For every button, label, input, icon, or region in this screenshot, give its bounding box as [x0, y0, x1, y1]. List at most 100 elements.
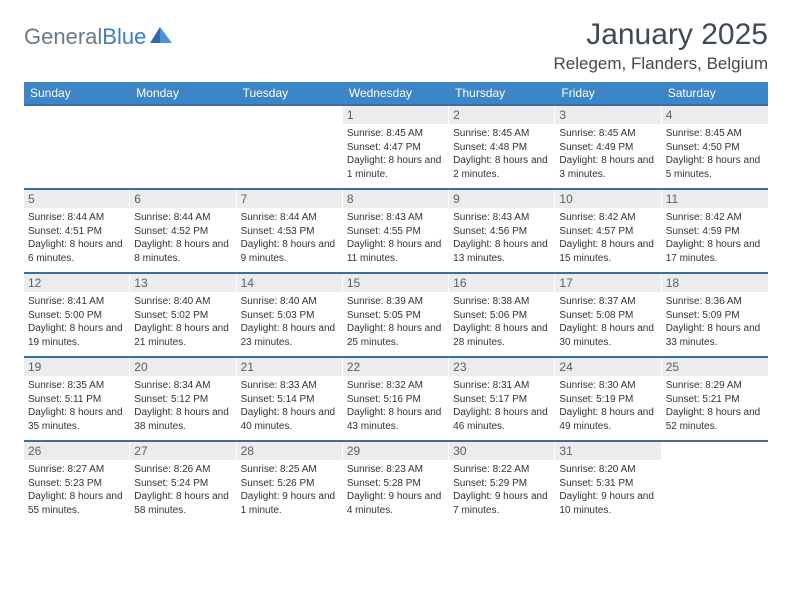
daylight-text: Daylight: 8 hours and 21 minutes. [134, 322, 232, 349]
day-number: 12 [24, 274, 130, 292]
daylight-text: Daylight: 8 hours and 3 minutes. [559, 154, 657, 181]
day-number: 26 [24, 442, 130, 460]
sunset-text: Sunset: 4:59 PM [666, 225, 764, 239]
day-number: 31 [555, 442, 661, 460]
location: Relegem, Flanders, Belgium [554, 54, 768, 74]
day-cell: 29Sunrise: 8:23 AMSunset: 5:28 PMDayligh… [343, 442, 449, 524]
day-body: Sunrise: 8:35 AMSunset: 5:11 PMDaylight:… [24, 376, 130, 437]
daylight-text: Daylight: 8 hours and 19 minutes. [28, 322, 126, 349]
sunset-text: Sunset: 5:31 PM [559, 477, 657, 491]
daylight-text: Daylight: 8 hours and 28 minutes. [453, 322, 551, 349]
sunset-text: Sunset: 4:52 PM [134, 225, 232, 239]
sunrise-text: Sunrise: 8:23 AM [347, 463, 445, 477]
day-number: 18 [662, 274, 768, 292]
day-cell: 4Sunrise: 8:45 AMSunset: 4:50 PMDaylight… [662, 106, 768, 188]
daylight-text: Daylight: 8 hours and 1 minute. [347, 154, 445, 181]
day-number: 16 [449, 274, 555, 292]
day-cell: 23Sunrise: 8:31 AMSunset: 5:17 PMDayligh… [449, 358, 555, 440]
day-body: Sunrise: 8:32 AMSunset: 5:16 PMDaylight:… [343, 376, 449, 437]
daylight-text: Daylight: 8 hours and 5 minutes. [666, 154, 764, 181]
sunset-text: Sunset: 4:50 PM [666, 141, 764, 155]
daylight-text: Daylight: 9 hours and 4 minutes. [347, 490, 445, 517]
day-cell: 13Sunrise: 8:40 AMSunset: 5:02 PMDayligh… [130, 274, 236, 356]
day-body: Sunrise: 8:38 AMSunset: 5:06 PMDaylight:… [449, 292, 555, 353]
daylight-text: Daylight: 8 hours and 17 minutes. [666, 238, 764, 265]
day-number: 22 [343, 358, 449, 376]
day-number: 14 [237, 274, 343, 292]
day-cell: 15Sunrise: 8:39 AMSunset: 5:05 PMDayligh… [343, 274, 449, 356]
day-cell: 17Sunrise: 8:37 AMSunset: 5:08 PMDayligh… [555, 274, 661, 356]
day-cell: 10Sunrise: 8:42 AMSunset: 4:57 PMDayligh… [555, 190, 661, 272]
day-number: 6 [130, 190, 236, 208]
sunset-text: Sunset: 5:23 PM [28, 477, 126, 491]
day-body: Sunrise: 8:23 AMSunset: 5:28 PMDaylight:… [343, 460, 449, 521]
day-body: Sunrise: 8:34 AMSunset: 5:12 PMDaylight:… [130, 376, 236, 437]
day-cell: 14Sunrise: 8:40 AMSunset: 5:03 PMDayligh… [237, 274, 343, 356]
daylight-text: Daylight: 8 hours and 6 minutes. [28, 238, 126, 265]
daylight-text: Daylight: 8 hours and 15 minutes. [559, 238, 657, 265]
sunrise-text: Sunrise: 8:45 AM [559, 127, 657, 141]
day-cell [130, 106, 236, 188]
day-cell: 5Sunrise: 8:44 AMSunset: 4:51 PMDaylight… [24, 190, 130, 272]
daylight-text: Daylight: 8 hours and 33 minutes. [666, 322, 764, 349]
day-cell: 7Sunrise: 8:44 AMSunset: 4:53 PMDaylight… [237, 190, 343, 272]
day-number: 23 [449, 358, 555, 376]
day-body: Sunrise: 8:43 AMSunset: 4:56 PMDaylight:… [449, 208, 555, 269]
day-cell: 8Sunrise: 8:43 AMSunset: 4:55 PMDaylight… [343, 190, 449, 272]
sunset-text: Sunset: 4:49 PM [559, 141, 657, 155]
day-number [237, 106, 343, 124]
sunrise-text: Sunrise: 8:44 AM [28, 211, 126, 225]
daylight-text: Daylight: 9 hours and 10 minutes. [559, 490, 657, 517]
day-cell: 1Sunrise: 8:45 AMSunset: 4:47 PMDaylight… [343, 106, 449, 188]
week-row: 26Sunrise: 8:27 AMSunset: 5:23 PMDayligh… [24, 440, 768, 524]
day-body: Sunrise: 8:44 AMSunset: 4:52 PMDaylight:… [130, 208, 236, 269]
page: GeneralBlue January 2025 Relegem, Flande… [0, 0, 792, 524]
sunrise-text: Sunrise: 8:44 AM [134, 211, 232, 225]
day-number: 13 [130, 274, 236, 292]
day-body: Sunrise: 8:40 AMSunset: 5:03 PMDaylight:… [237, 292, 343, 353]
sunset-text: Sunset: 5:09 PM [666, 309, 764, 323]
sunrise-text: Sunrise: 8:42 AM [559, 211, 657, 225]
sunset-text: Sunset: 4:57 PM [559, 225, 657, 239]
day-number [24, 106, 130, 124]
weekday-header: Thursday [449, 82, 555, 104]
day-body: Sunrise: 8:27 AMSunset: 5:23 PMDaylight:… [24, 460, 130, 521]
header: GeneralBlue January 2025 Relegem, Flande… [24, 18, 768, 74]
daylight-text: Daylight: 8 hours and 52 minutes. [666, 406, 764, 433]
sunset-text: Sunset: 4:53 PM [241, 225, 339, 239]
sunset-text: Sunset: 4:55 PM [347, 225, 445, 239]
sunset-text: Sunset: 5:17 PM [453, 393, 551, 407]
sunset-text: Sunset: 5:16 PM [347, 393, 445, 407]
week-row: 19Sunrise: 8:35 AMSunset: 5:11 PMDayligh… [24, 356, 768, 440]
logo-text-blue: Blue [102, 24, 146, 50]
day-body: Sunrise: 8:43 AMSunset: 4:55 PMDaylight:… [343, 208, 449, 269]
day-body: Sunrise: 8:42 AMSunset: 4:57 PMDaylight:… [555, 208, 661, 269]
sunrise-text: Sunrise: 8:27 AM [28, 463, 126, 477]
weekday-header: Saturday [662, 82, 768, 104]
day-body: Sunrise: 8:33 AMSunset: 5:14 PMDaylight:… [237, 376, 343, 437]
day-number: 30 [449, 442, 555, 460]
weekday-header: Sunday [24, 82, 130, 104]
day-cell [662, 442, 768, 524]
day-body: Sunrise: 8:29 AMSunset: 5:21 PMDaylight:… [662, 376, 768, 437]
logo-mark-icon [150, 23, 174, 49]
day-cell: 30Sunrise: 8:22 AMSunset: 5:29 PMDayligh… [449, 442, 555, 524]
day-cell: 22Sunrise: 8:32 AMSunset: 5:16 PMDayligh… [343, 358, 449, 440]
day-body: Sunrise: 8:40 AMSunset: 5:02 PMDaylight:… [130, 292, 236, 353]
logo-text-gray: General [24, 24, 102, 50]
weekday-header: Monday [130, 82, 236, 104]
sunrise-text: Sunrise: 8:43 AM [453, 211, 551, 225]
sunrise-text: Sunrise: 8:22 AM [453, 463, 551, 477]
daylight-text: Daylight: 8 hours and 8 minutes. [134, 238, 232, 265]
day-number: 29 [343, 442, 449, 460]
sunset-text: Sunset: 5:21 PM [666, 393, 764, 407]
sunrise-text: Sunrise: 8:39 AM [347, 295, 445, 309]
day-cell: 24Sunrise: 8:30 AMSunset: 5:19 PMDayligh… [555, 358, 661, 440]
weekday-header: Tuesday [237, 82, 343, 104]
sunrise-text: Sunrise: 8:29 AM [666, 379, 764, 393]
title-block: January 2025 Relegem, Flanders, Belgium [554, 18, 768, 74]
sunset-text: Sunset: 5:06 PM [453, 309, 551, 323]
day-number: 10 [555, 190, 661, 208]
day-number: 24 [555, 358, 661, 376]
day-cell: 11Sunrise: 8:42 AMSunset: 4:59 PMDayligh… [662, 190, 768, 272]
